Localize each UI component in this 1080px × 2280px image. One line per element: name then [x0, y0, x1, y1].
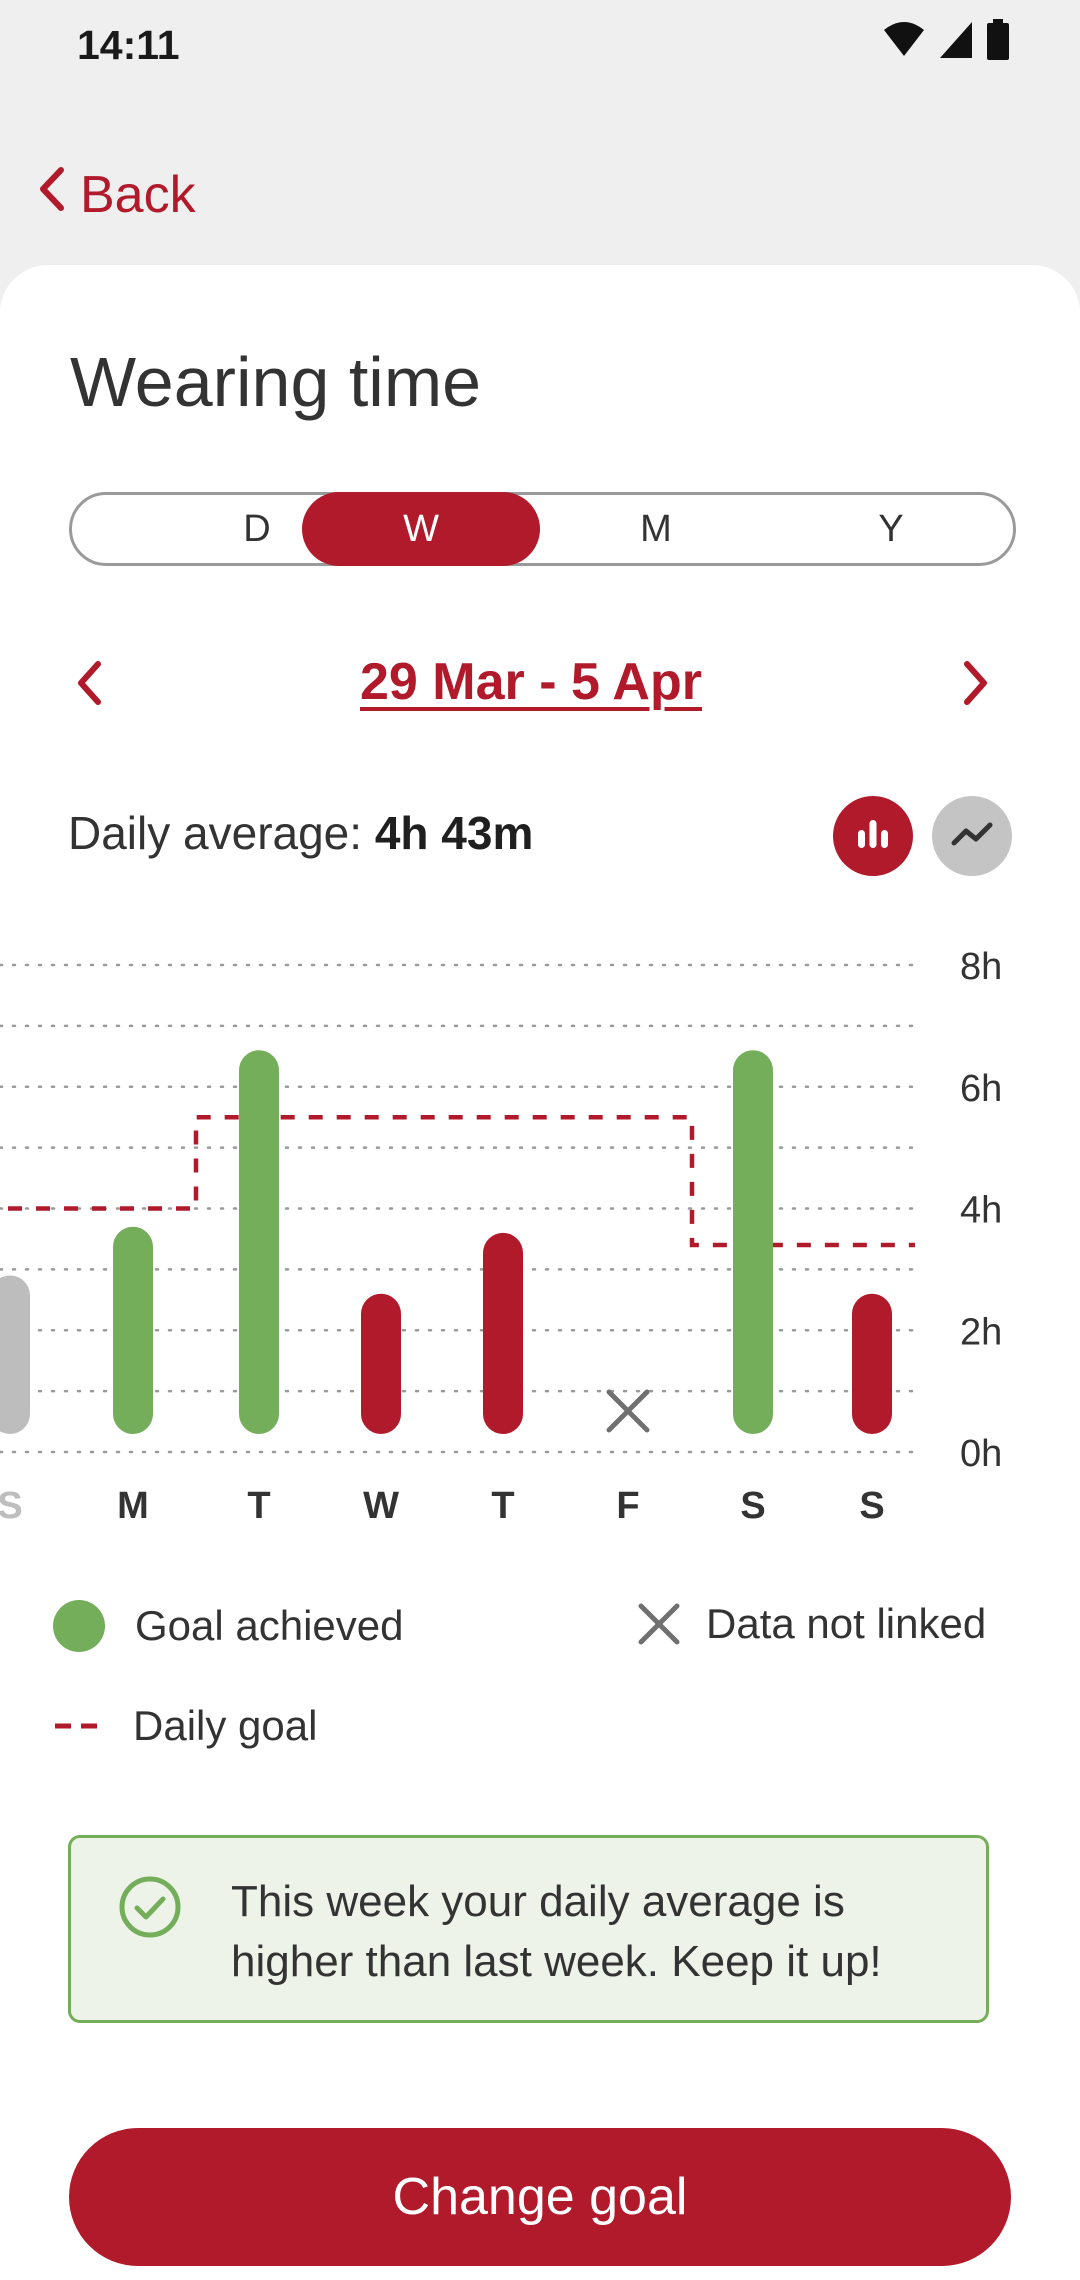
chart-legend: Goal achieved Data not linked Daily goal: [0, 1590, 1080, 1790]
period-segmented-control: D W M Y: [69, 492, 1016, 566]
wifi-icon: [882, 20, 926, 65]
next-period-button[interactable]: [941, 650, 1011, 720]
period-range-label[interactable]: 29 Mar - 5 Apr: [360, 653, 702, 711]
close-icon: [636, 1601, 682, 1647]
bar-not-linked-mark: [606, 1389, 650, 1433]
chart-bars: [0, 1050, 892, 1434]
daily-average: Daily average: 4h 43m: [68, 806, 533, 860]
x-tick-label: S: [0, 1485, 23, 1527]
bar-chart-toggle[interactable]: [833, 796, 913, 876]
back-button[interactable]: Back: [36, 160, 196, 230]
change-goal-button[interactable]: Change goal: [69, 2128, 1011, 2266]
x-tick-label: S: [859, 1485, 884, 1527]
legend-daily-goal-label: Daily goal: [133, 1702, 318, 1749]
chevron-left-icon: [74, 660, 104, 711]
segment-week[interactable]: W: [302, 492, 540, 566]
legend-daily-goal: Daily goal: [53, 1702, 317, 1750]
status-bar: 14:11: [0, 0, 1080, 90]
chart-bar[interactable]: [483, 1232, 523, 1434]
line-chart-toggle[interactable]: [932, 796, 1012, 876]
back-label: Back: [80, 166, 196, 224]
chart-bar[interactable]: [361, 1293, 401, 1434]
weekly-comparison-message: This week your daily average is higher t…: [68, 1835, 989, 2023]
bar-chart-icon: [853, 816, 893, 857]
y-tick-label: 8h: [960, 946, 1002, 988]
chart-bar[interactable]: [239, 1050, 279, 1434]
chart-grid: [0, 963, 917, 1454]
legend-goal-achieved-label: Goal achieved: [135, 1602, 404, 1649]
previous-period-button[interactable]: [54, 650, 124, 720]
daily-average-value: 4h 43m: [374, 807, 534, 859]
page-title: Wearing time: [70, 343, 482, 421]
x-tick-label: F: [616, 1485, 639, 1527]
chart-bar[interactable]: [0, 1275, 30, 1434]
y-tick-label: 4h: [960, 1190, 1002, 1232]
status-icons: [882, 18, 1010, 66]
legend-data-not-linked-label: Data not linked: [706, 1600, 987, 1647]
chart-bar[interactable]: [733, 1050, 773, 1434]
chevron-right-icon: [961, 660, 991, 711]
x-tick-label: T: [247, 1485, 270, 1527]
chart-bar[interactable]: [113, 1226, 153, 1434]
segment-year[interactable]: Y: [878, 507, 904, 550]
y-axis-ticks: 8h 6h 4h 2h 0h: [960, 946, 1002, 1475]
segment-month[interactable]: M: [640, 507, 672, 550]
x-tick-label: T: [491, 1485, 514, 1527]
chevron-left-icon: [36, 165, 66, 225]
legend-goal-achieved: Goal achieved: [53, 1600, 404, 1652]
daily-goal-line: [0, 1114, 915, 1248]
chart-bar[interactable]: [852, 1293, 892, 1434]
goal-dashed-path: [0, 1114, 915, 1248]
green-dot-icon: [53, 1600, 105, 1652]
check-circle-icon: [117, 1874, 183, 1940]
dashed-line-icon: [53, 1720, 109, 1732]
x-tick-label: W: [363, 1485, 399, 1527]
status-time: 14:11: [77, 22, 180, 68]
segment-day[interactable]: D: [243, 507, 271, 550]
line-chart-icon: [950, 819, 994, 854]
signal-icon: [938, 20, 974, 65]
wearing-time-bar-chart: 8h 6h 4h 2h 0h S M T W T F S S: [0, 946, 1002, 1527]
battery-icon: [986, 18, 1010, 66]
y-tick-label: 2h: [960, 1311, 1002, 1353]
x-tick-label: S: [740, 1485, 765, 1527]
weekly-comparison-text: This week your daily average is higher t…: [231, 1877, 882, 1986]
y-tick-label: 6h: [960, 1068, 1002, 1110]
x-tick-label: M: [117, 1485, 149, 1527]
daily-average-label: Daily average:: [68, 807, 363, 859]
y-tick-label: 0h: [960, 1433, 1002, 1475]
legend-data-not-linked: Data not linked: [636, 1600, 986, 1648]
